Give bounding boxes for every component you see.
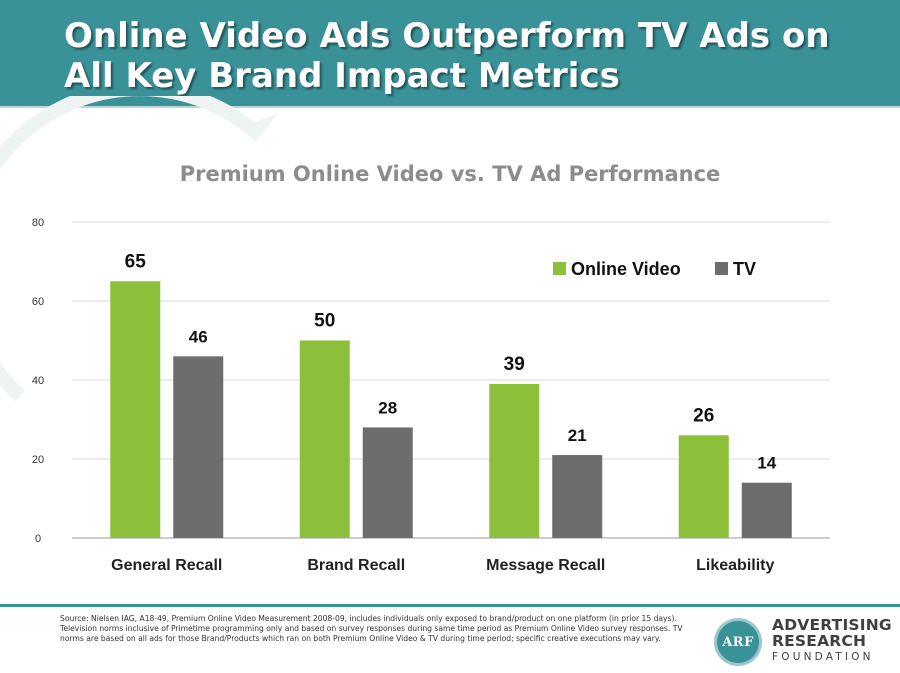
- bar-tv-likeability: [741, 482, 792, 538]
- bar-online-video-message-recall: [489, 383, 540, 538]
- chart-title: Premium Online Video vs. TV Ad Performan…: [180, 162, 721, 186]
- footer-divider: [0, 604, 900, 607]
- header-divider: [0, 106, 900, 108]
- data-label-tv-likeability: 14: [757, 454, 776, 473]
- y-tick-label: 60: [32, 296, 44, 308]
- header-banner: Online Video Ads Outperform TV Ads on Al…: [0, 0, 900, 106]
- y-tick-label: 0: [35, 533, 41, 545]
- bar-chart: Premium Online Video vs. TV Ad Performan…: [32, 162, 830, 574]
- legend-swatch-online-video: [553, 262, 566, 275]
- bar-tv-brand-recall: [362, 427, 413, 538]
- y-tick-label: 80: [32, 217, 44, 229]
- bar-tv-message-recall: [552, 455, 603, 538]
- arf-logo-mark: ARF: [714, 618, 762, 666]
- x-tick-label-brand-recall: Brand Recall: [307, 557, 405, 574]
- y-tick-label: 20: [32, 454, 44, 466]
- logo-line-foundation: FOUNDATION: [772, 651, 874, 663]
- legend-label-online-video: Online Video: [571, 259, 681, 279]
- x-tick-label-likeability: Likeability: [696, 557, 774, 574]
- data-label-tv-general-recall: 46: [189, 327, 208, 346]
- page-title: Online Video Ads Outperform TV Ads on Al…: [64, 16, 830, 96]
- data-label-online-video-general-recall: 65: [125, 251, 147, 272]
- data-label-tv-message-recall: 21: [568, 426, 587, 445]
- x-tick-label-general-recall: General Recall: [111, 557, 222, 574]
- bar-online-video-general-recall: [110, 281, 161, 538]
- decorative-arc: [0, 96, 278, 402]
- x-tick-label-message-recall: Message Recall: [486, 557, 605, 574]
- source-note: Source: Nielsen IAG, A18-49, Premium Onl…: [60, 614, 683, 643]
- data-label-online-video-message-recall: 39: [504, 354, 525, 375]
- y-tick-label: 40: [32, 375, 44, 387]
- bar-online-video-likeability: [678, 435, 729, 538]
- legend-label-tv: TV: [733, 259, 756, 279]
- data-label-tv-brand-recall: 28: [378, 398, 397, 417]
- bar-tv-general-recall: [173, 356, 224, 538]
- data-label-online-video-likeability: 26: [693, 405, 714, 426]
- data-label-online-video-brand-recall: 50: [314, 311, 335, 332]
- arf-logo: ARF ADVERTISING RESEARCH FOUNDATION: [714, 614, 894, 668]
- logo-line-research: RESEARCH: [772, 632, 867, 650]
- legend-swatch-tv: [715, 262, 728, 275]
- bar-online-video-brand-recall: [299, 340, 350, 538]
- logo-line-advertising: ADVERTISING: [772, 616, 892, 634]
